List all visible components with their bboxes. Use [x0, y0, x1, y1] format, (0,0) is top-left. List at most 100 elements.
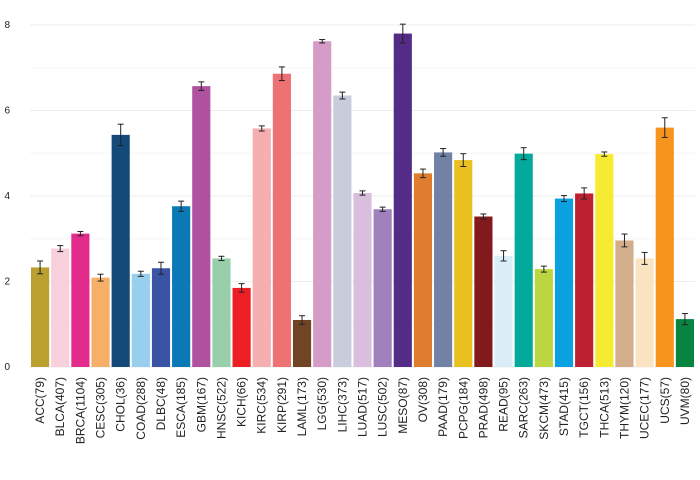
error-bar: [198, 81, 205, 91]
x-tick-label: LGG(530): [315, 377, 329, 430]
error-bar: [278, 66, 285, 82]
x-tick-label: STAD(415): [557, 377, 571, 436]
x-tick-label: THCA(513): [597, 377, 611, 438]
bar: [353, 193, 372, 367]
bar: [635, 258, 654, 367]
error-bar: [540, 265, 547, 273]
y-tick-label: 6: [4, 106, 10, 117]
bar: [373, 209, 392, 367]
x-tick-label: KICH(66): [235, 377, 249, 427]
error-bar: [520, 147, 527, 161]
error-bar: [379, 206, 386, 212]
bar: [252, 128, 271, 367]
x-tick-label: CESC(305): [94, 377, 108, 438]
x-tick-label: UVM(80): [678, 377, 692, 425]
bar: [575, 193, 594, 367]
y-tick-label: 0: [4, 362, 10, 373]
bar: [91, 277, 110, 367]
x-tick-label: PRAD(498): [476, 377, 490, 438]
x-tick-label: LAML(173): [295, 377, 309, 436]
x-tick-label: PAAD(179): [436, 377, 450, 437]
x-tick-label: LUAD(517): [356, 377, 370, 437]
x-tick-label: THYM(120): [617, 377, 631, 439]
bar: [51, 248, 70, 367]
y-axis-ticks: 0 2 4 6 8: [4, 20, 10, 373]
x-tick-label: UCS(57): [658, 377, 672, 424]
error-bar: [57, 245, 64, 253]
x-tick-label: SARC(263): [517, 377, 531, 438]
error-bar: [581, 187, 588, 200]
x-tick-label: LIHC(373): [335, 377, 349, 432]
error-bar: [238, 283, 245, 293]
x-tick-label: GBM(167): [194, 377, 208, 432]
bar: [494, 255, 513, 367]
error-bar: [319, 39, 326, 44]
y-tick-label: 4: [4, 191, 10, 202]
error-bar: [681, 313, 688, 326]
error-bar: [661, 117, 668, 138]
x-tick-label: PCPG(184): [456, 377, 470, 439]
error-bar: [440, 148, 447, 157]
bar: [232, 287, 251, 367]
bar: [192, 86, 211, 367]
x-tick-label: LUSC(502): [376, 377, 390, 437]
x-tick-label: DLBC(48): [154, 377, 168, 430]
bar: [615, 240, 634, 367]
x-tick-label: CHOL(36): [114, 377, 128, 432]
error-bar: [419, 168, 426, 179]
bar: [313, 41, 332, 368]
error-bar: [500, 250, 507, 262]
bar: [595, 154, 614, 367]
error-bar: [178, 200, 185, 212]
bar: [151, 268, 171, 367]
error-bar: [97, 273, 104, 282]
error-bar: [561, 195, 568, 203]
error-bar: [601, 151, 608, 157]
error-bar: [359, 190, 366, 196]
x-tick-label: HNSC(522): [214, 377, 228, 439]
error-bar: [258, 125, 265, 132]
x-tick-label: KIRP(291): [275, 377, 289, 433]
bar: [434, 152, 453, 367]
bar: [31, 267, 50, 367]
x-tick-label: MESO(87): [396, 377, 410, 434]
bar: [71, 233, 90, 367]
bar: [272, 73, 291, 368]
bar: [111, 134, 130, 367]
bar: [333, 95, 352, 367]
bar: [413, 173, 433, 367]
bar: [675, 319, 694, 367]
error-bar: [460, 153, 467, 168]
x-tick-label: TGCT(156): [577, 377, 591, 438]
x-tick-label: BRCA(1104): [73, 377, 87, 444]
x-tick-label: OV(308): [416, 377, 430, 422]
y-tick-label: 2: [4, 277, 10, 288]
x-tick-label: READ(95): [497, 377, 511, 432]
error-bar: [37, 260, 44, 275]
y-tick-label: 8: [4, 20, 10, 31]
bar: [655, 127, 674, 367]
x-tick-label: ESCA(185): [174, 377, 188, 438]
bar: [212, 258, 231, 367]
bar: [554, 198, 574, 367]
error-bars: [37, 23, 688, 326]
error-bar: [299, 315, 306, 325]
error-bar: [399, 23, 406, 44]
bar: [131, 273, 150, 367]
bar: [393, 33, 412, 368]
x-tick-label: ACC(79): [33, 377, 47, 424]
bar: [534, 269, 553, 367]
bar: [172, 206, 191, 367]
bar: [292, 319, 312, 367]
x-tick-label: BLCA(407): [53, 377, 67, 436]
error-bar: [137, 270, 144, 277]
error-bar: [77, 230, 84, 237]
error-bar: [218, 255, 225, 262]
x-axis-labels: ACC(79) BLCA(407) BRCA(1104) CESC(305) CHOL(…: [33, 377, 692, 444]
error-bar: [480, 213, 487, 220]
error-bar: [117, 123, 124, 147]
error-bar: [157, 261, 164, 275]
error-bar: [621, 233, 628, 248]
